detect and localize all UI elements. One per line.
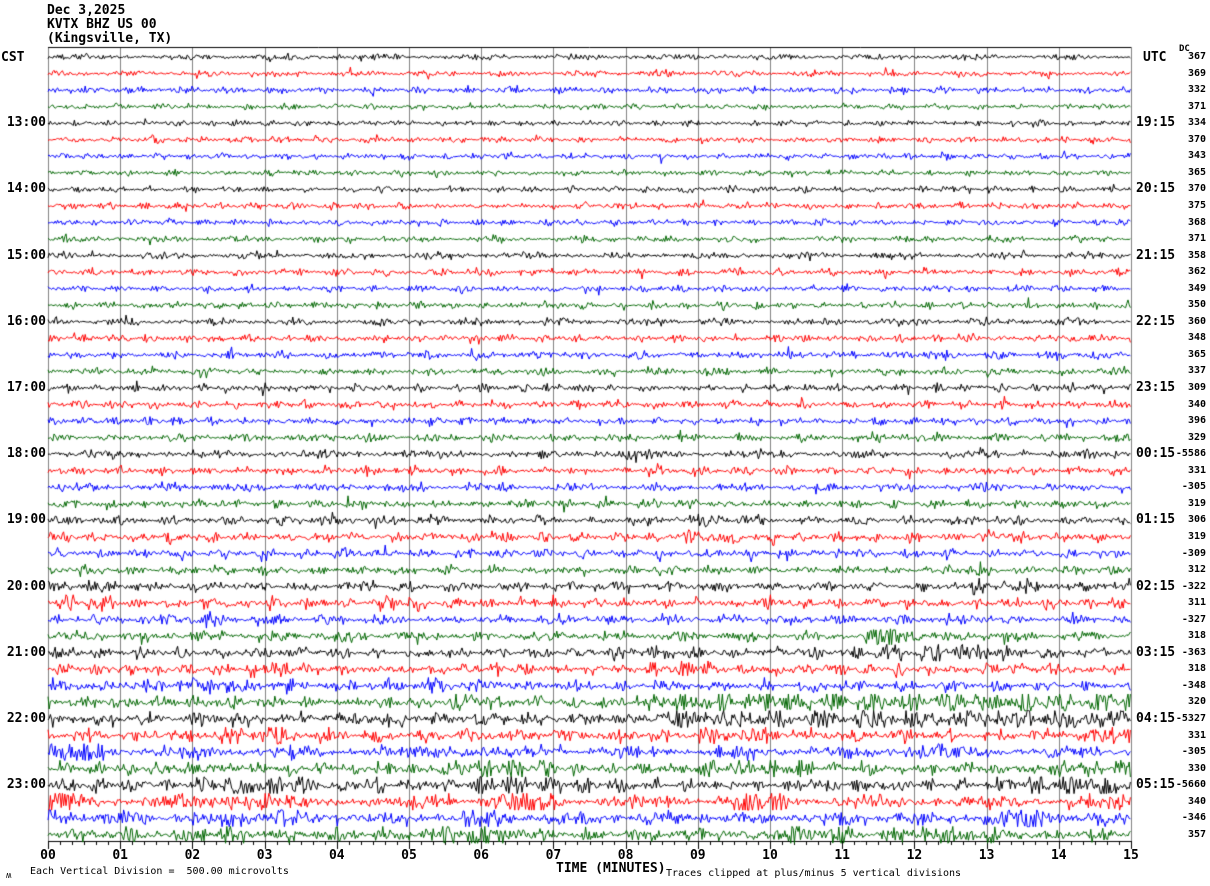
dc-offset-value: 318 (1187, 663, 1206, 675)
dc-offset-value: 319 (1187, 530, 1206, 542)
dc-offset-value: 329 (1187, 431, 1206, 443)
dc-offset-value: 365 (1187, 348, 1206, 360)
x-tick-label: 01 (112, 848, 129, 863)
x-tick-label: 05 (401, 848, 417, 863)
dc-offset-value: 367 (1187, 51, 1206, 62)
left-timezone-label: CST (1, 50, 25, 65)
dc-offset-value: 371 (1187, 100, 1206, 112)
scale-note: Each Vertical Division = 500.00 microvol… (30, 866, 289, 877)
x-tick-label: 09 (689, 848, 706, 863)
dc-offset-value: 343 (1187, 150, 1206, 162)
x-tick-label: 07 (545, 848, 562, 863)
x-tick-label: 10 (762, 848, 778, 863)
header-station: KVTX BHZ US 00 (47, 17, 157, 32)
dc-offset-value: -5327 (1175, 713, 1206, 724)
right-time-label: 02:15 (1136, 578, 1176, 594)
dc-offset-value: 306 (1187, 514, 1206, 526)
dc-offset-value: 349 (1187, 282, 1206, 294)
dc-offset-value: 350 (1187, 299, 1206, 311)
dc-offset-value: -305 (1181, 481, 1206, 493)
right-time-label: 22:15 (1136, 313, 1176, 329)
x-tick-label: 15 (1123, 848, 1139, 863)
dc-offset-value: 365 (1187, 166, 1206, 178)
dc-offset-value: -346 (1181, 812, 1206, 824)
dc-offset-value: 318 (1187, 630, 1206, 642)
right-time-label: 19:15 (1136, 115, 1176, 131)
right-time-label: 20:15 (1136, 181, 1176, 197)
right-time-label: 21:15 (1136, 247, 1176, 263)
left-time-label: 15:00 (6, 247, 46, 263)
x-tick-label: 04 (328, 848, 345, 863)
left-time-label: 16:00 (6, 313, 46, 329)
corner-glyph: ʍ (6, 871, 12, 881)
dc-offset-value: 348 (1187, 332, 1206, 344)
header-date: Dec 3,2025 (47, 3, 126, 18)
dc-offset-value: 396 (1187, 415, 1206, 427)
left-time-label: 23:00 (6, 777, 46, 793)
x-tick-label: 11 (834, 848, 851, 863)
dc-offset-value: 370 (1187, 133, 1206, 145)
dc-offset-value: 369 (1187, 67, 1206, 79)
dc-offset-value: 370 (1187, 183, 1206, 195)
left-time-label: 14:00 (6, 181, 46, 197)
x-tick-label: 14 (1050, 848, 1067, 863)
x-tick-label: 02 (184, 848, 201, 863)
dc-offset-value: 358 (1187, 249, 1206, 261)
x-tick-label: 03 (256, 848, 273, 863)
dc-offset-value: 331 (1187, 464, 1206, 476)
right-time-label: 23:15 (1136, 380, 1176, 395)
dc-offset-value: 360 (1187, 315, 1206, 327)
dc-offset-value: -322 (1181, 580, 1206, 592)
left-time-label: 19:00 (6, 512, 46, 528)
dc-column-label: DC (1179, 44, 1190, 54)
x-tick-label: 12 (906, 848, 923, 863)
dc-offset-value: -363 (1181, 646, 1206, 658)
dc-offset-value: -348 (1181, 679, 1206, 691)
dc-offset-value: 312 (1187, 564, 1206, 576)
dc-offset-value: 309 (1187, 382, 1206, 393)
dc-offset-value: 334 (1187, 117, 1206, 129)
left-time-label: 17:00 (6, 380, 46, 395)
right-time-label: 01:15 (1136, 512, 1176, 528)
dc-offset-value: 331 (1187, 729, 1206, 741)
right-time-label: 05:15 (1136, 777, 1176, 793)
dc-offset-value: 368 (1187, 216, 1206, 228)
dc-offset-value: -5660 (1175, 779, 1206, 791)
dc-offset-value: 340 (1187, 795, 1206, 807)
x-tick-label: 06 (473, 848, 490, 863)
x-tick-label: 08 (617, 848, 634, 863)
x-tick-label: 13 (978, 848, 995, 863)
dc-offset-value: 332 (1187, 84, 1206, 96)
dc-offset-value: -309 (1181, 547, 1206, 559)
left-time-label: 21:00 (6, 644, 46, 660)
dc-offset-value: 371 (1187, 233, 1206, 245)
dc-offset-value: -305 (1181, 746, 1206, 758)
dc-offset-value: 375 (1187, 199, 1206, 211)
left-time-label: 18:00 (6, 446, 46, 462)
dc-offset-value: 330 (1187, 762, 1206, 774)
dc-offset-value: 340 (1187, 398, 1206, 410)
dc-offset-value: 362 (1187, 266, 1206, 278)
dc-offset-value: 337 (1187, 365, 1206, 377)
dc-offset-value: -327 (1181, 613, 1206, 625)
right-timezone-label: UTC (1143, 50, 1167, 65)
x-tick-label: 00 (40, 848, 56, 863)
left-time-label: 22:00 (6, 711, 46, 726)
clip-note: Traces clipped at plus/minus 5 vertical … (666, 868, 962, 879)
header-site: (Kingsville, TX) (47, 31, 173, 46)
dc-offset-value: -5586 (1175, 448, 1206, 460)
left-time-label: 13:00 (6, 115, 46, 131)
dc-offset-value: 311 (1187, 597, 1206, 609)
left-time-label: 20:00 (6, 578, 46, 594)
right-time-label: 04:15 (1136, 711, 1176, 726)
dc-offset-value: 357 (1187, 828, 1206, 840)
right-time-label: 03:15 (1136, 644, 1176, 660)
dc-offset-value: 320 (1187, 696, 1206, 708)
x-axis-title: TIME (MINUTES) (556, 861, 666, 876)
right-time-label: 00:15 (1136, 446, 1176, 462)
dc-offset-value: 319 (1187, 497, 1206, 509)
